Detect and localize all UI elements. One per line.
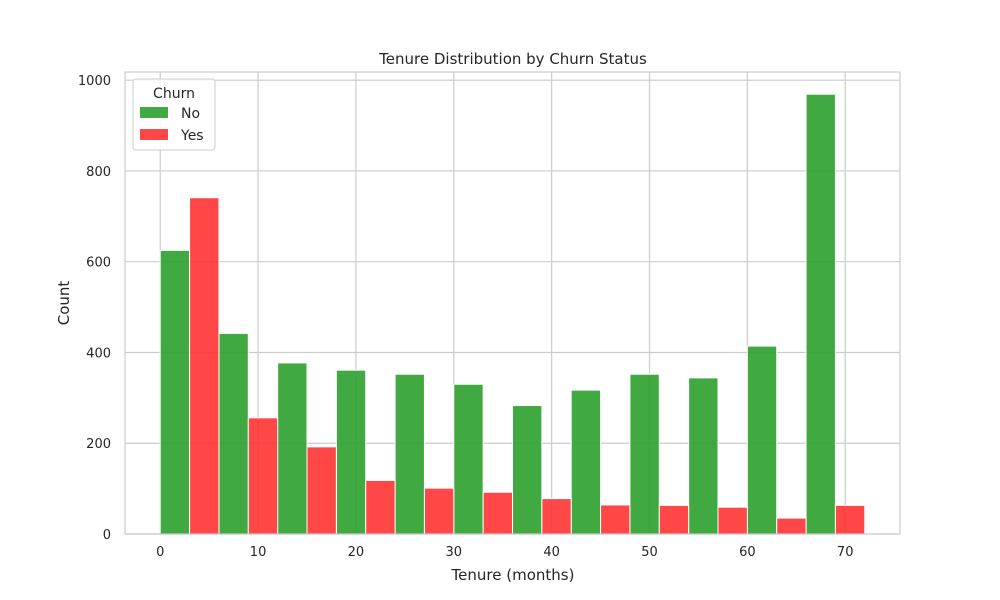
x-tick-label: 60 (739, 545, 756, 560)
bar-no-1 (218, 332, 249, 535)
bar-yes-7 (600, 504, 631, 535)
x-axis-title: Tenure (months) (451, 566, 575, 584)
x-tick-label: 20 (348, 545, 365, 560)
y-tick-label: 800 (86, 165, 111, 180)
bar-no-8 (629, 373, 660, 535)
y-tick-label: 400 (86, 346, 111, 361)
bar-yes-6 (541, 498, 572, 535)
bar-no-2 (277, 362, 308, 535)
bar-yes-1 (247, 417, 279, 535)
bar-no-5 (453, 383, 484, 535)
x-tick-label: 70 (837, 545, 854, 560)
y-tick-label: 600 (86, 256, 111, 271)
legend-swatch-no (140, 107, 168, 118)
bar-no-7 (570, 389, 602, 535)
bar-yes-11 (834, 504, 866, 535)
legend-label-yes: Yes (180, 128, 204, 144)
bar-no-3 (335, 369, 367, 535)
bar-yes-2 (306, 446, 337, 535)
x-tick-label: 30 (446, 545, 463, 560)
bar-no-6 (512, 405, 543, 535)
y-tick-label: 200 (86, 437, 111, 452)
bar-no-0 (159, 249, 191, 535)
bar-no-9 (688, 377, 719, 535)
ticks-layer: 0 10 20 30 40 50 60 70 0 200 400 600 800 1000 (78, 74, 854, 560)
x-tick-label: 50 (641, 545, 658, 560)
bar-yes-10 (776, 517, 807, 535)
legend-swatch-yes (140, 129, 168, 140)
bar-no-11 (805, 93, 836, 535)
x-tick-label: 10 (250, 545, 267, 560)
bar-no-10 (746, 345, 778, 535)
legend-title: Churn (153, 86, 195, 102)
x-tick-label: 0 (156, 545, 164, 560)
plot-frame (124, 71, 901, 535)
bar-no-4 (394, 373, 425, 535)
bar-yes-4 (423, 487, 455, 535)
y-tick-label: 0 (103, 528, 111, 543)
bars-layer (159, 93, 866, 535)
bar-yes-9 (717, 506, 748, 535)
y-tick-label: 1000 (78, 74, 111, 89)
bar-yes-0 (189, 197, 220, 535)
legend-label-no: No (181, 106, 200, 122)
x-tick-label: 40 (543, 545, 560, 560)
bar-yes-8 (658, 504, 690, 535)
bar-yes-5 (482, 491, 514, 535)
bar-yes-3 (365, 479, 396, 535)
chart-title: Tenure Distribution by Churn Status (378, 50, 647, 68)
legend: Churn No Yes (132, 78, 216, 151)
y-axis-title: Count (55, 281, 73, 326)
